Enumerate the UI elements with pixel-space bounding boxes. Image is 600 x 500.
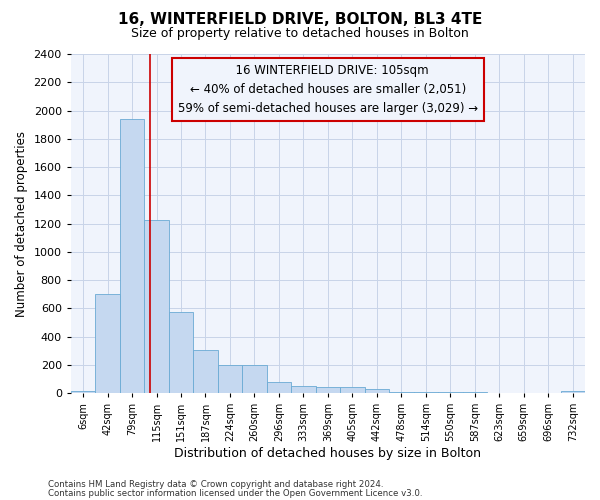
Bar [267,382,291,393]
Bar [95,294,120,393]
Bar [144,220,169,393]
Bar [218,365,242,393]
Bar [389,392,413,393]
Text: Contains public sector information licensed under the Open Government Licence v3: Contains public sector information licen… [48,489,422,498]
Bar [169,312,193,393]
Bar [120,119,144,393]
Text: 16 WINTERFIELD DRIVE: 105sqm
← 40% of detached houses are smaller (2,051)
59% of: 16 WINTERFIELD DRIVE: 105sqm ← 40% of de… [178,64,478,115]
Bar [193,350,218,393]
Bar [463,392,487,393]
Bar [71,391,95,393]
Bar [291,386,316,393]
X-axis label: Distribution of detached houses by size in Bolton: Distribution of detached houses by size … [175,447,481,460]
Text: Size of property relative to detached houses in Bolton: Size of property relative to detached ho… [131,28,469,40]
Bar [413,392,438,393]
Bar [560,391,585,393]
Y-axis label: Number of detached properties: Number of detached properties [15,130,28,316]
Bar [242,365,267,393]
Text: 16, WINTERFIELD DRIVE, BOLTON, BL3 4TE: 16, WINTERFIELD DRIVE, BOLTON, BL3 4TE [118,12,482,28]
Bar [340,388,365,393]
Bar [365,389,389,393]
Bar [316,388,340,393]
Text: Contains HM Land Registry data © Crown copyright and database right 2024.: Contains HM Land Registry data © Crown c… [48,480,383,489]
Bar [438,392,463,393]
